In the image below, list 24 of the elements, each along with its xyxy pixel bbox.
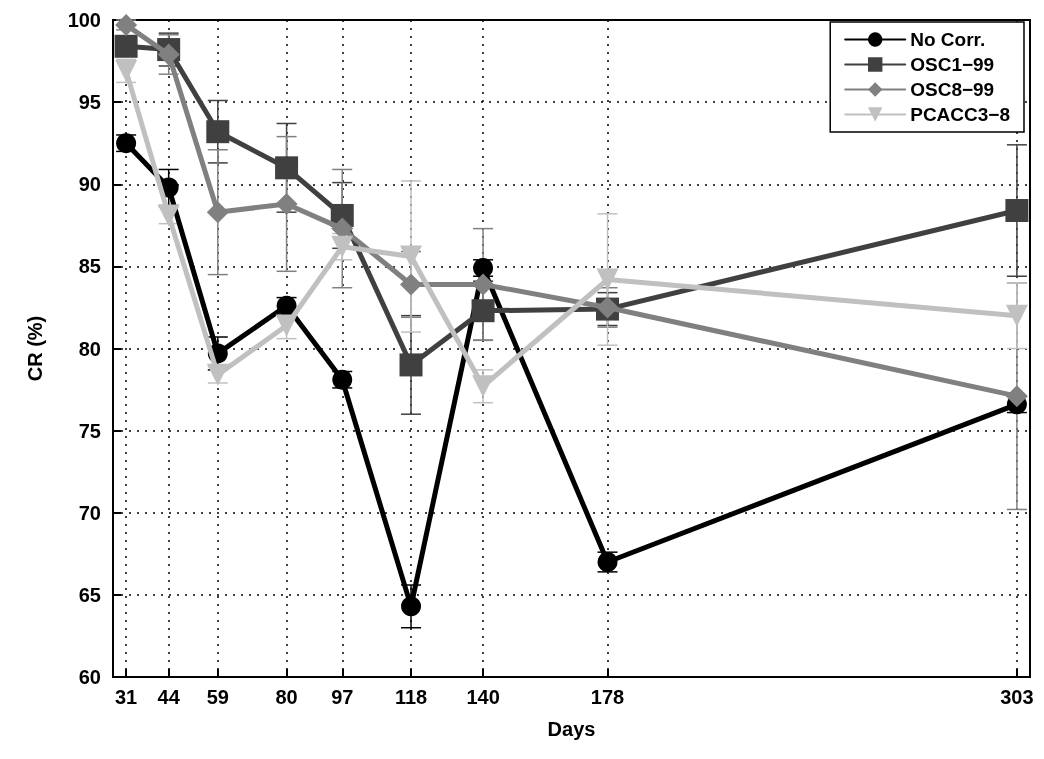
x-tick-label: 59 <box>206 686 229 708</box>
y-axis-title: CR (%) <box>24 315 46 382</box>
legend-label: OSC1−99 <box>910 54 995 75</box>
y-tick-label: 60 <box>78 666 101 688</box>
legend-label: OSC8−99 <box>910 79 995 100</box>
y-tick-label: 90 <box>78 173 101 196</box>
y-tick-label: 95 <box>78 91 101 114</box>
y-tick-label: 80 <box>78 337 101 360</box>
y-tick-label: 70 <box>78 501 101 524</box>
legend-label: PCACC3−8 <box>910 104 1011 125</box>
y-tick-label: 65 <box>78 583 101 606</box>
x-tick-label: 140 <box>466 686 500 708</box>
y-tick-label: 100 <box>67 9 101 31</box>
y-tick-label: 85 <box>78 255 101 278</box>
x-tick-label: 303 <box>1000 686 1034 708</box>
x-tick-label: 80 <box>275 686 298 708</box>
x-tick-label: 118 <box>394 686 428 708</box>
legend-label: No Corr. <box>910 29 986 50</box>
x-tick-label: 97 <box>331 686 354 708</box>
x-tick-label: 44 <box>157 686 181 708</box>
x-tick-label: 178 <box>590 686 625 708</box>
x-tick-label: 31 <box>114 686 138 708</box>
y-tick-label: 75 <box>78 419 101 442</box>
x-axis-title: Days <box>547 718 596 740</box>
